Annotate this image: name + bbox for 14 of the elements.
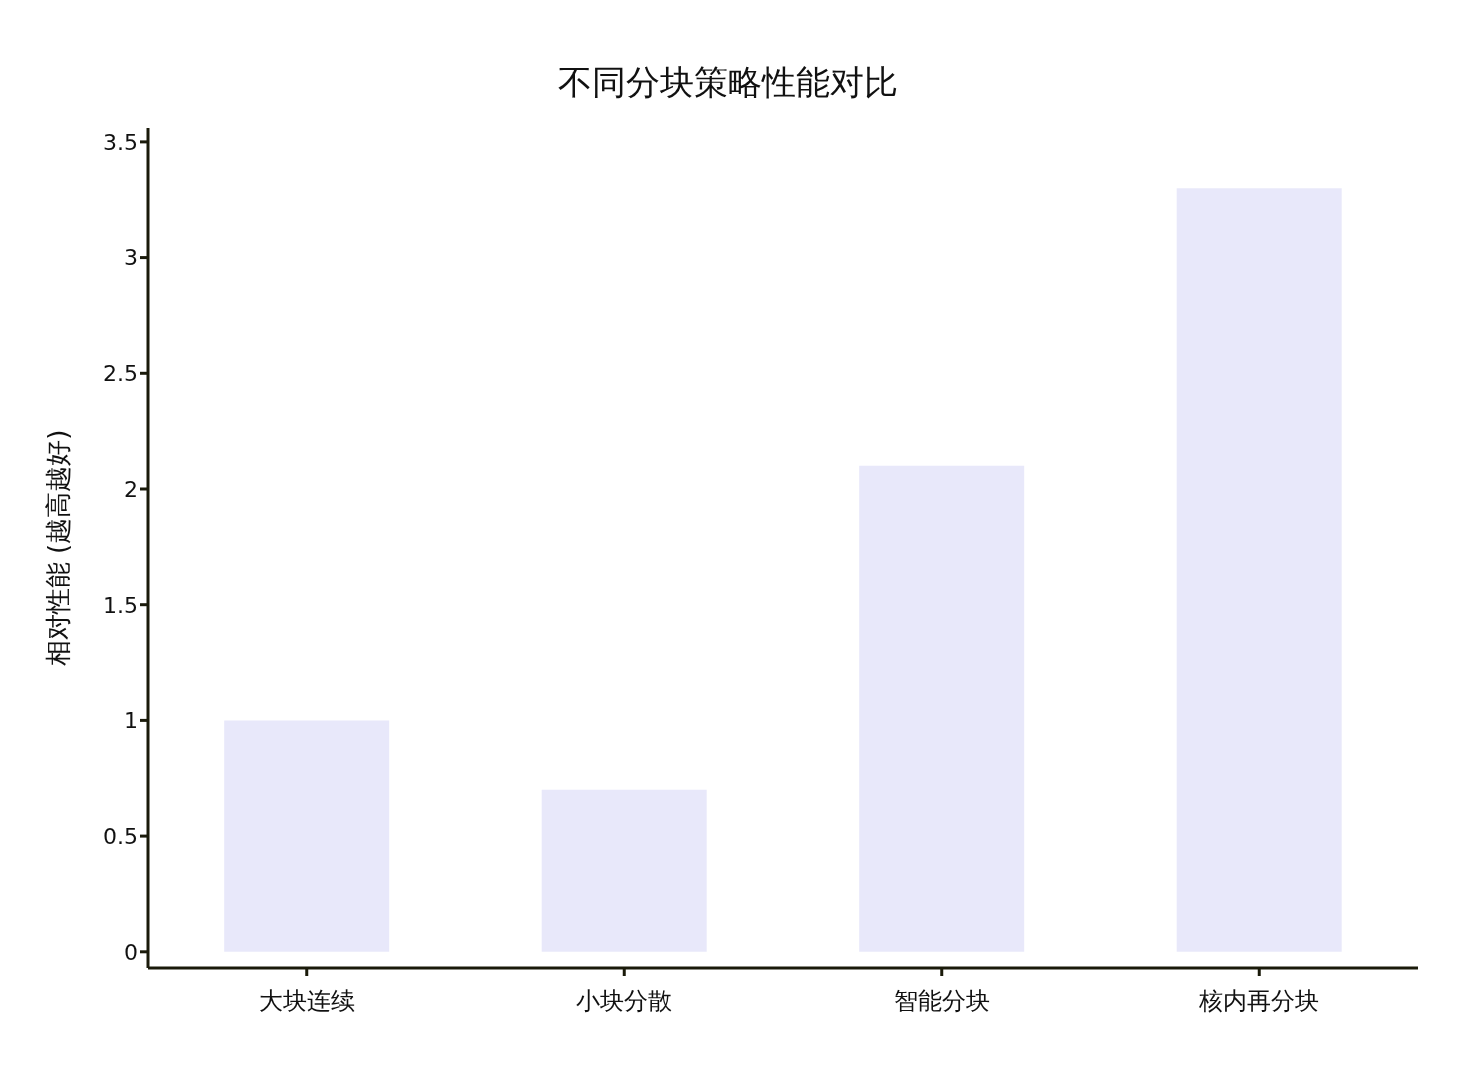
x-tick-label: 核内再分块 [1198, 987, 1320, 1016]
y-tick-label: 0 [124, 939, 138, 965]
x-tick-label: 智能分块 [893, 987, 990, 1016]
y-tick-label: 2.5 [103, 361, 138, 387]
chart-title: 不同分块策略性能对比 [557, 61, 899, 104]
y-tick-label: 3 [124, 245, 138, 271]
x-tick-label: 小块分散 [576, 987, 673, 1016]
y-tick-label: 0.5 [103, 823, 138, 849]
y-axis-title: 相对性能 (越高越好) [43, 429, 74, 667]
y-tick-label: 2 [124, 476, 138, 502]
y-tick-label: 3.5 [103, 129, 138, 155]
x-tick-label: 大块连续 [258, 987, 355, 1016]
y-tick-label: 1 [124, 708, 138, 734]
y-tick-label: 1.5 [103, 592, 138, 618]
